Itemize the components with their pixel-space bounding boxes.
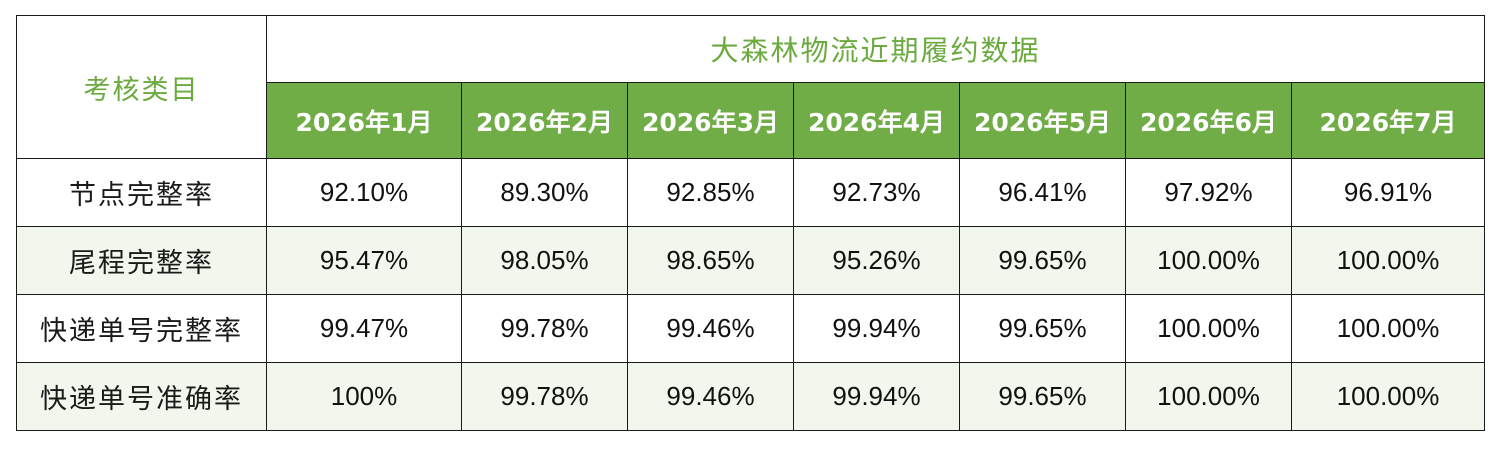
table-cell: 98.65% [627,226,794,295]
month-header: 2026年2月 [461,82,628,159]
month-header: 2026年5月 [959,82,1126,159]
table-cell: 92.10% [266,158,462,227]
month-header: 2026年4月 [793,82,960,159]
table-cell: 99.78% [461,294,628,363]
month-header-row: 2026年1月 2026年2月 2026年3月 2026年4月 2026年5月 … [17,82,1486,159]
table-cell: 95.47% [266,226,462,295]
table-cell: 92.73% [793,158,960,227]
table-row: 快递单号完整率 99.47% 99.78% 99.46% 99.94% 99.6… [16,294,1486,363]
table-cell: 89.30% [461,158,628,227]
table-row: 尾程完整率 95.47% 98.05% 98.65% 95.26% 99.65%… [16,226,1486,295]
month-header: 2026年6月 [1125,82,1292,159]
table-cell: 99.47% [266,294,462,363]
table-cell: 100.00% [1290,226,1486,295]
table-cell: 96.41% [959,158,1126,227]
table-cell: 100.00% [1125,226,1292,295]
table-cell: 100% [266,362,462,431]
table-row: 快递单号准确率 100% 99.78% 99.46% 99.94% 99.65%… [16,362,1486,431]
table-cell: 100.00% [1290,362,1486,431]
table-cell: 100.00% [1125,294,1292,363]
table-cell: 99.65% [959,226,1126,295]
table-cell: 99.46% [627,362,794,431]
category-column-header: 考核类目 [16,15,267,159]
row-label: 快递单号完整率 [16,294,267,363]
table-cell: 97.92% [1125,158,1292,227]
table-cell: 95.26% [793,226,960,295]
table-cell: 99.78% [461,362,628,431]
table-cell: 99.46% [627,294,794,363]
table-cell: 99.65% [959,362,1126,431]
table-title: 大森林物流近期履约数据 [265,15,1486,83]
table-cell: 99.94% [793,362,960,431]
month-header: 2026年1月 [266,82,462,159]
month-header: 2026年3月 [627,82,794,159]
row-label: 快递单号准确率 [16,362,267,431]
row-label: 尾程完整率 [16,226,267,295]
table-cell: 100.00% [1290,294,1486,363]
month-header: 2026年7月 [1290,82,1486,159]
fulfillment-data-table: 考核类目 大森林物流近期履约数据 2026年1月 2026年2月 2026年3月… [16,15,1486,431]
table-cell: 99.94% [793,294,960,363]
table-row: 节点完整率 92.10% 89.30% 92.85% 92.73% 96.41%… [16,158,1486,227]
table-cell: 99.65% [959,294,1126,363]
table-cell: 92.85% [627,158,794,227]
table-cell: 96.91% [1290,158,1486,227]
row-label: 节点完整率 [16,158,267,227]
table-cell: 98.05% [461,226,628,295]
table-cell: 100.00% [1125,362,1292,431]
